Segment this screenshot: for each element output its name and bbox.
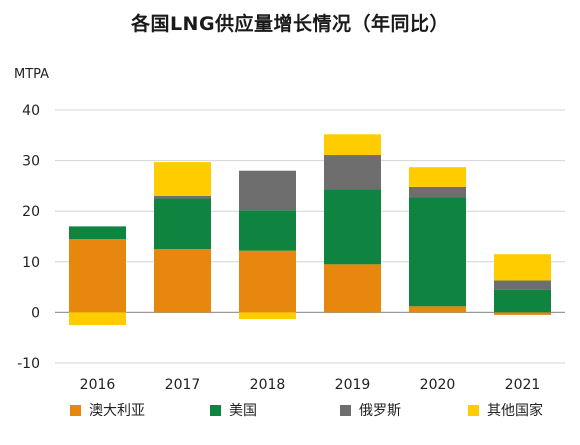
legend-label: 俄罗斯 xyxy=(359,403,401,419)
bar-segment xyxy=(239,250,296,313)
bar-segment xyxy=(494,289,551,313)
legend-label: 澳大利亚 xyxy=(89,403,145,419)
bar-segment xyxy=(409,167,466,187)
bar-segment xyxy=(69,226,126,240)
bar-segment xyxy=(494,312,551,315)
bar-segment xyxy=(324,189,381,265)
bar-segment xyxy=(324,134,381,156)
bar-segment xyxy=(154,249,211,313)
legend: 澳大利亚 美国 俄罗斯 其他国家 xyxy=(70,400,570,428)
y-tick-label: 30 xyxy=(22,154,40,170)
y-tick-label: 40 xyxy=(22,103,40,119)
y-tick-label: 20 xyxy=(22,204,40,220)
x-tick-label: 2018 xyxy=(250,377,286,393)
x-tick-label: 2017 xyxy=(165,377,201,393)
bar-segment xyxy=(324,155,381,190)
x-tick-label: 2021 xyxy=(505,377,541,393)
legend-item: 美国 xyxy=(210,400,257,420)
bar-segment xyxy=(154,196,211,199)
gridlines xyxy=(55,109,565,364)
bar-segment xyxy=(409,306,466,313)
legend-swatch xyxy=(70,404,81,416)
bar-segment xyxy=(154,162,211,197)
bar-segment xyxy=(154,198,211,250)
legend-item: 澳大利亚 xyxy=(70,400,145,420)
bar-segment xyxy=(409,197,466,307)
y-tick-label: 10 xyxy=(22,255,40,271)
legend-item: 其他国家 xyxy=(468,400,543,420)
bar-segment xyxy=(69,312,126,326)
bar-segment xyxy=(494,254,551,281)
legend-label: 美国 xyxy=(229,403,257,419)
y-tick-label: -10 xyxy=(17,356,40,372)
legend-item: 俄罗斯 xyxy=(340,400,401,420)
y-axis-unit-label: MTPA xyxy=(14,67,50,82)
y-tick-label: 0 xyxy=(31,305,40,321)
x-tick-label: 2019 xyxy=(335,377,371,393)
x-tick-label: 2020 xyxy=(420,377,456,393)
bar-segment xyxy=(239,210,296,251)
bar-segment xyxy=(324,264,381,313)
bar-segment xyxy=(239,170,296,211)
bar-segment xyxy=(494,280,551,290)
axis-labels: -10 0 10 20 30 40 2016 2017 2018 2019 2020 2021 xyxy=(17,103,540,393)
chart-title: 各国LNG供应量增长情况（年同比） xyxy=(130,13,450,35)
legend-swatch xyxy=(468,404,479,416)
bar-segment xyxy=(409,186,466,198)
legend-swatch xyxy=(210,404,221,416)
bars xyxy=(69,134,551,326)
legend-label: 其他国家 xyxy=(487,403,543,419)
bar-segment xyxy=(239,312,296,319)
legend-swatch xyxy=(340,404,351,416)
bar-segment xyxy=(69,239,126,313)
x-tick-label: 2016 xyxy=(80,377,116,393)
